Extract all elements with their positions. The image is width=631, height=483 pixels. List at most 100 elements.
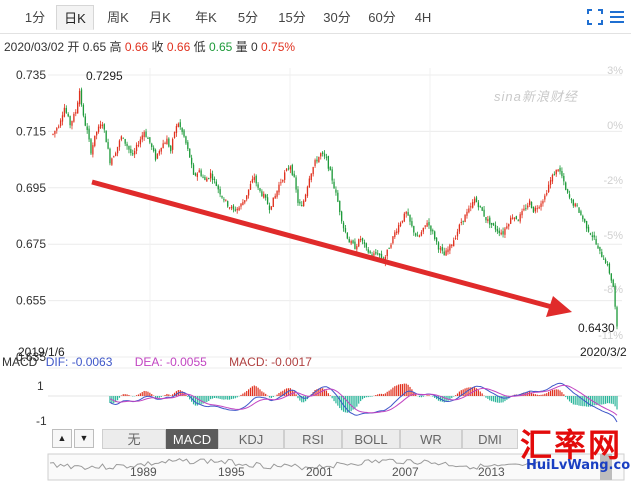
candlestick-chart[interactable]: 0.735 0.715 0.695 0.675 0.655 0.635 3% 0% -2% -5%… xyxy=(0,0,631,428)
indicator-tab-rsi[interactable]: RSI xyxy=(284,429,342,449)
fullscreen-icon[interactable] xyxy=(587,9,603,25)
candle-body xyxy=(52,133,54,135)
dif-label: DIF: xyxy=(45,355,69,369)
candle-body xyxy=(209,172,212,179)
candle-body xyxy=(344,228,347,232)
high-label: 高 xyxy=(109,40,122,54)
candle-body xyxy=(301,205,303,207)
candle-body xyxy=(519,214,521,222)
candle-body xyxy=(111,158,113,165)
tab-4h[interactable]: 4H xyxy=(414,10,432,25)
candle-body xyxy=(380,253,383,259)
candle-body xyxy=(185,136,187,144)
candle-body xyxy=(544,195,546,200)
indicator-tab-dmi[interactable]: DMI xyxy=(462,429,518,449)
candle-body xyxy=(473,198,476,204)
trend-arrow-head xyxy=(546,296,572,317)
candle-body xyxy=(166,138,168,145)
close-label: 收 xyxy=(151,40,164,54)
candle-body xyxy=(390,244,392,248)
navigator-line xyxy=(49,458,541,471)
tab-monthly-k[interactable]: 月K xyxy=(149,10,171,25)
candle-body xyxy=(568,194,571,198)
scroll-down-button[interactable]: ▼ xyxy=(74,429,94,448)
candle-body xyxy=(449,244,451,251)
macd-title: MACD xyxy=(2,355,38,369)
low-value: 0.65 xyxy=(208,40,233,54)
tab-60min[interactable]: 60分 xyxy=(368,10,396,25)
candle-body xyxy=(177,123,179,127)
tab-1min[interactable]: 1分 xyxy=(24,10,46,25)
candle-body xyxy=(434,231,436,239)
candle-body xyxy=(339,200,341,213)
candle-body xyxy=(325,156,328,158)
tab-5min[interactable]: 5分 xyxy=(237,10,259,25)
candle-body xyxy=(54,130,56,135)
candle-body xyxy=(369,251,371,254)
dif-value: -0.0063 xyxy=(71,355,113,369)
scroll-up-button[interactable]: ▲ xyxy=(52,429,72,448)
candle-body xyxy=(527,205,529,208)
candle-body xyxy=(331,169,333,181)
candle-body xyxy=(329,167,331,171)
indicator-tab-kdj[interactable]: KDJ xyxy=(218,429,284,449)
dea-value: -0.0055 xyxy=(166,355,207,369)
right-percent-label: 3% xyxy=(607,65,623,77)
candle-body xyxy=(610,273,612,281)
candle-body xyxy=(318,156,320,163)
quote-date: 2020/03/02 xyxy=(4,40,65,54)
candle-body xyxy=(173,131,176,138)
candle-body xyxy=(479,205,481,207)
indicator-tab-none[interactable]: 无 xyxy=(102,429,166,449)
candle-body xyxy=(513,217,516,220)
candle-body xyxy=(388,247,390,249)
candle-body xyxy=(612,279,614,287)
candle-body xyxy=(109,148,111,164)
candle-body xyxy=(192,164,195,175)
candle-body xyxy=(532,206,535,213)
candle-body xyxy=(170,145,172,152)
candle-body xyxy=(536,208,538,210)
candle-body xyxy=(135,144,138,151)
menu-icon[interactable] xyxy=(609,9,625,25)
candle-body xyxy=(508,224,510,227)
indicator-tab-boll[interactable]: BOLL xyxy=(342,429,400,449)
candle-body xyxy=(115,153,117,156)
candle-body xyxy=(189,148,191,158)
candle-body xyxy=(266,197,269,205)
candle-body xyxy=(96,131,98,136)
tab-weekly-k[interactable]: 周K xyxy=(107,10,129,25)
candle-body xyxy=(409,214,411,222)
tab-30min[interactable]: 30分 xyxy=(323,10,351,25)
indicator-tab-macd[interactable]: MACD xyxy=(166,429,218,449)
candle-body xyxy=(371,254,373,257)
high-value: 0.66 xyxy=(124,40,149,54)
candle-body xyxy=(498,230,500,234)
candle-body xyxy=(230,206,233,209)
candle-body xyxy=(219,189,221,195)
candle-body xyxy=(116,146,119,154)
candle-body xyxy=(304,194,307,202)
candle-body xyxy=(272,197,274,207)
tab-daily-k[interactable]: 日K xyxy=(56,5,94,30)
indicator-tab-wr[interactable]: WR xyxy=(400,429,462,449)
candle-body xyxy=(608,263,611,274)
tab-yearly-k[interactable]: 年K xyxy=(195,10,217,25)
candle-body xyxy=(491,222,493,225)
tab-15min[interactable]: 15分 xyxy=(278,10,306,25)
candle-body xyxy=(378,253,381,256)
candle-body xyxy=(354,241,356,250)
candle-body xyxy=(211,173,214,180)
candle-body xyxy=(462,220,464,222)
candle-body xyxy=(416,235,419,237)
candle-body xyxy=(483,209,485,217)
history-navigator[interactable]: 1989 1995 2001 2007 2013 xyxy=(0,452,631,483)
candle-body xyxy=(92,145,94,155)
candle-body xyxy=(521,210,523,216)
candle-body xyxy=(399,222,402,227)
candle-body xyxy=(337,192,339,202)
candle-body xyxy=(359,238,362,240)
navigator-year-label: 1995 xyxy=(218,465,245,479)
candle-body xyxy=(171,138,174,150)
candle-body xyxy=(361,237,364,242)
